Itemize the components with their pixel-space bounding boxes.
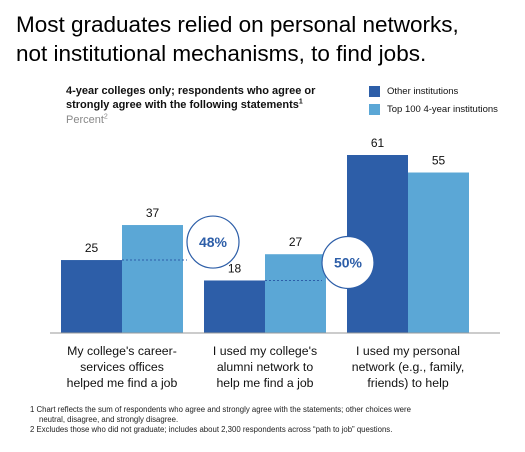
value-label: 25 bbox=[85, 241, 99, 255]
subtitle-footnote-marker: 1 bbox=[298, 98, 303, 106]
value-label: 61 bbox=[371, 136, 385, 150]
footnote-1-line-1: 1 Chart reflects the sum of respondents … bbox=[30, 405, 411, 414]
subtitle-line-1: 4-year colleges only; respondents who ag… bbox=[66, 85, 316, 97]
category-label-line: My college's career- bbox=[67, 344, 177, 358]
category-label-1: I used my college's alumni network to help… bbox=[195, 343, 335, 391]
unit-label-text: Percent bbox=[66, 114, 104, 126]
unit-footnote-marker: 2 bbox=[103, 113, 108, 121]
value-label: 37 bbox=[146, 206, 160, 220]
callout-text-0: 48% bbox=[199, 234, 228, 250]
bar-top100-2 bbox=[408, 172, 469, 333]
category-label-line: help me find a job bbox=[216, 376, 314, 390]
callout-circle-1 bbox=[321, 235, 375, 290]
headline: Most graduates relied on personal networ… bbox=[16, 10, 516, 68]
footnote-2: 2 Excludes those who did not graduate; i… bbox=[30, 425, 393, 434]
bar-other-1 bbox=[204, 280, 265, 333]
category-label-line: I used my college's bbox=[212, 344, 318, 358]
legend-label-top100: Top 100 4-year institutions bbox=[387, 104, 498, 115]
headline-line-2: not institutional mechanisms, to find jo… bbox=[16, 41, 427, 66]
bar-other-0 bbox=[61, 260, 122, 333]
category-label-line: alumni network to bbox=[216, 360, 314, 374]
headline-line-1: Most graduates relied on personal networ… bbox=[16, 12, 459, 37]
value-label: 18 bbox=[228, 261, 242, 275]
unit-label: Percent2 bbox=[66, 113, 108, 126]
footnote-1-line-2: neutral, disagree, and strongly disagree… bbox=[39, 415, 179, 424]
category-label-2: I used my personal network (e.g., family,… bbox=[338, 343, 478, 391]
category-label-0: My college's career-services offices help… bbox=[52, 343, 192, 391]
bar-top100-1 bbox=[265, 254, 326, 333]
chart-subtitle: 4-year colleges only; respondents who ag… bbox=[66, 84, 366, 112]
legend-label-other: Other institutions bbox=[387, 86, 459, 97]
footnotes: 1 Chart reflects the sum of respondents … bbox=[30, 405, 510, 435]
subtitle-line-2: strongly agree with the following statem… bbox=[66, 98, 366, 112]
callout-circle-0 bbox=[186, 215, 240, 269]
legend-swatch-top100 bbox=[369, 104, 380, 115]
legend-item-top100: Top 100 4-year institutions bbox=[369, 102, 498, 117]
value-label: 55 bbox=[432, 154, 446, 168]
category-label-line: network (e.g., family, bbox=[351, 360, 465, 374]
bar-top100-0 bbox=[122, 225, 183, 333]
value-label: 27 bbox=[289, 235, 303, 249]
legend-swatch-other bbox=[369, 86, 380, 97]
category-label-line: I used my personal bbox=[356, 344, 460, 358]
legend-item-other: Other institutions bbox=[369, 84, 498, 99]
category-label-line: friends) to help bbox=[367, 376, 449, 390]
subtitle-line-2-text: strongly agree with the following statem… bbox=[66, 99, 299, 111]
callout-text-1: 50% bbox=[334, 254, 363, 270]
legend: Other institutions Top 100 4-year instit… bbox=[369, 84, 498, 120]
category-label-line: helped me find a job bbox=[66, 376, 178, 390]
category-label-line: services offices bbox=[80, 360, 164, 374]
